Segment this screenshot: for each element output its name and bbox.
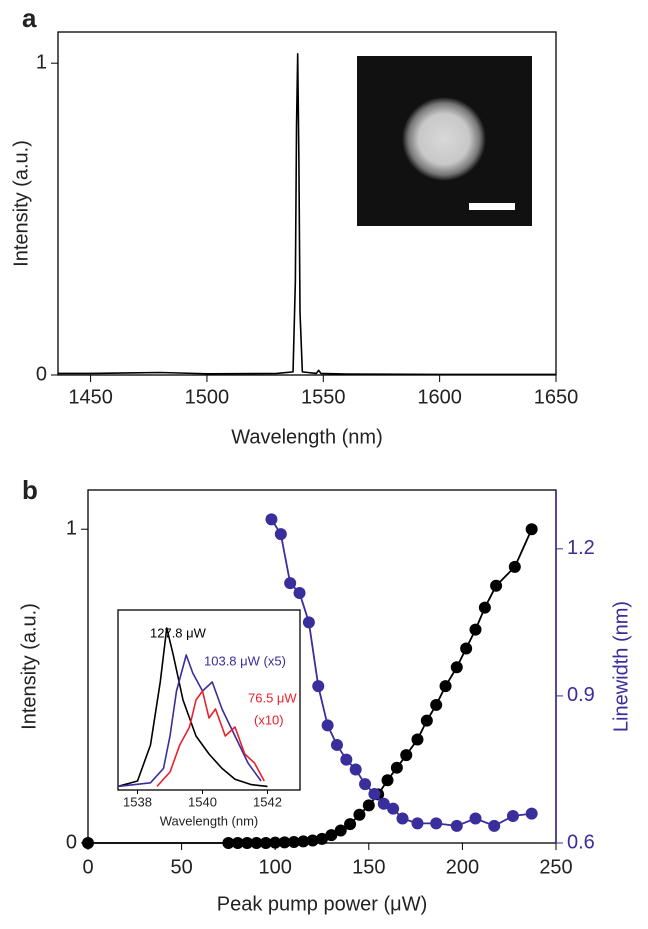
series-line xyxy=(117,627,268,788)
y-tick-label: 1 xyxy=(66,518,77,540)
data-point xyxy=(306,834,319,847)
plot-frame xyxy=(117,609,301,791)
x-tick-label: 100 xyxy=(259,856,292,878)
x-tick-label: 200 xyxy=(446,856,479,878)
data-point xyxy=(411,733,424,746)
y2-tick-label: 1.2 xyxy=(567,537,595,559)
data-point xyxy=(411,817,424,830)
data-point xyxy=(349,763,362,776)
x-tick-label: 1450 xyxy=(68,386,113,408)
annotation: (x10) xyxy=(254,712,284,727)
data-point xyxy=(293,586,306,599)
data-point xyxy=(321,719,334,732)
x-axis-label: Wavelength (nm) xyxy=(160,813,259,828)
x-tick-label: 1600 xyxy=(417,386,462,408)
data-point xyxy=(469,623,482,636)
data-point xyxy=(312,680,325,693)
data-point xyxy=(469,812,482,825)
data-point xyxy=(368,787,381,800)
data-point xyxy=(525,807,538,820)
x-tick-label: 0 xyxy=(82,856,93,878)
y-tick-label: 1 xyxy=(36,51,47,73)
plot-frame xyxy=(57,31,557,376)
annotation: 103.8 μW (x5) xyxy=(204,653,286,668)
data-point xyxy=(478,601,491,614)
y-axis-label: Intensity (a.u.) xyxy=(10,140,32,267)
data-point xyxy=(381,774,394,787)
y-tick-label: 0 xyxy=(36,363,47,385)
x-axis-label: Peak pump power (μW) xyxy=(217,893,427,915)
data-point xyxy=(390,761,403,774)
panel-label: b xyxy=(22,475,38,505)
data-point xyxy=(269,836,282,849)
data-point xyxy=(450,661,463,674)
data-point xyxy=(400,749,413,762)
y-axis-label: Intensity (a.u.) xyxy=(18,603,40,730)
data-point xyxy=(82,837,94,849)
data-point xyxy=(460,642,473,655)
x-tick-label: 1538 xyxy=(123,794,152,809)
data-point xyxy=(488,819,501,832)
x-tick-label: 1542 xyxy=(253,794,282,809)
data-point xyxy=(241,837,254,849)
data-point xyxy=(506,810,519,823)
data-point xyxy=(359,778,372,791)
data-point xyxy=(284,577,297,590)
data-point xyxy=(525,523,538,536)
data-point xyxy=(508,560,521,573)
data-point xyxy=(325,829,338,842)
data-point xyxy=(222,837,235,849)
data-point xyxy=(265,513,278,526)
data-point xyxy=(278,836,291,849)
y2-tick-label: 0.6 xyxy=(567,831,595,853)
data-point xyxy=(259,837,272,849)
data-point xyxy=(316,832,328,845)
y2-tick-label: 0.9 xyxy=(567,684,595,706)
y-tick-label: 0 xyxy=(66,831,77,853)
x-tick-label: 1540 xyxy=(188,794,217,809)
data-point xyxy=(420,714,433,727)
data-point xyxy=(387,802,400,815)
series-line xyxy=(117,654,262,788)
x-tick-label: 1500 xyxy=(185,386,230,408)
panel-label: a xyxy=(22,3,37,33)
data-point xyxy=(297,835,310,848)
data-point xyxy=(274,528,287,541)
data-point xyxy=(439,680,452,693)
data-point xyxy=(430,817,443,830)
data-point xyxy=(287,836,300,849)
x-tick-label: 1650 xyxy=(534,386,579,408)
x-tick-label: 150 xyxy=(352,856,385,878)
data-point xyxy=(430,698,443,711)
series-line xyxy=(58,53,556,376)
data-point xyxy=(334,824,347,837)
x-tick-label: 1550 xyxy=(301,386,346,408)
data-point xyxy=(330,738,343,751)
data-point xyxy=(250,837,263,849)
data-point xyxy=(396,812,409,825)
x-tick-label: 250 xyxy=(539,856,572,878)
data-point xyxy=(344,818,357,831)
annotation: 76.5 μW xyxy=(248,690,297,705)
image-spot xyxy=(402,97,486,181)
data-point xyxy=(353,808,366,821)
y2-axis-label: Linewidth (nm) xyxy=(610,601,632,732)
data-point xyxy=(362,799,375,812)
annotation: 127.8 μW xyxy=(150,625,207,640)
data-point xyxy=(490,579,503,592)
x-tick-label: 50 xyxy=(170,856,192,878)
inset-image xyxy=(357,56,532,226)
series-line xyxy=(156,690,265,787)
data-point xyxy=(377,797,390,810)
data-point xyxy=(340,753,353,766)
data-point xyxy=(302,616,315,629)
x-axis-label: Wavelength (nm) xyxy=(231,426,383,448)
series-line xyxy=(270,518,532,827)
data-point xyxy=(450,819,463,832)
data-point xyxy=(231,837,244,849)
scale-bar xyxy=(469,203,515,210)
